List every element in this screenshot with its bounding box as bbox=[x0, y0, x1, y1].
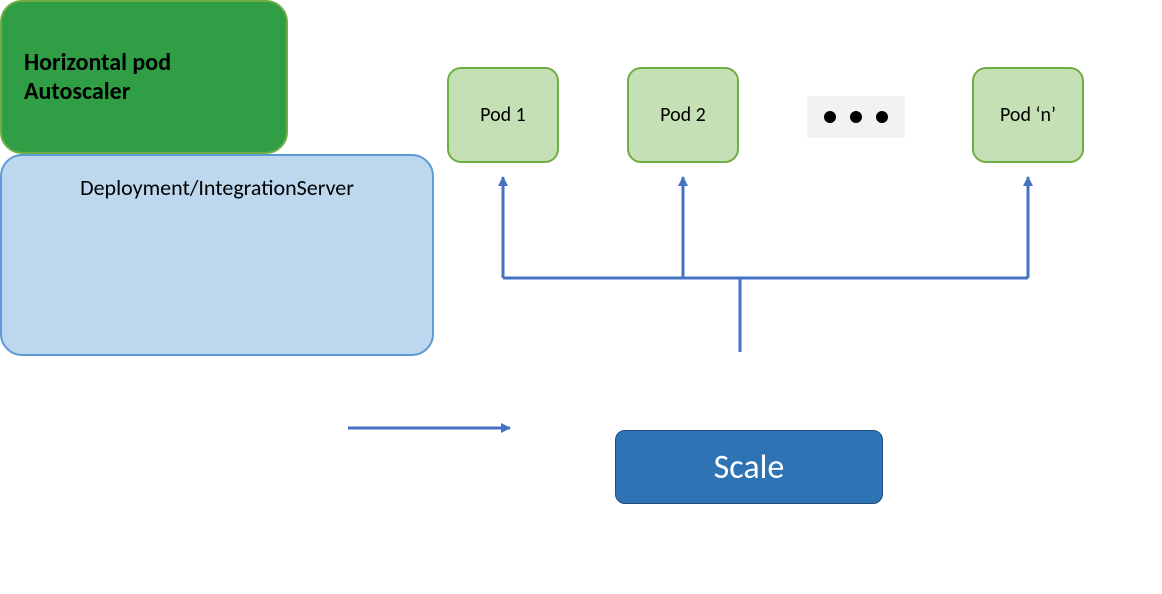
pod-n-label: Pod ‘n’ bbox=[1000, 103, 1056, 127]
ellipsis-dot bbox=[876, 111, 888, 123]
hpa-label-line2: Autoscaler bbox=[24, 77, 130, 106]
deployment-label: Deployment/IntegrationServer bbox=[80, 174, 354, 201]
ellipsis-dot bbox=[824, 111, 836, 123]
pod-n-node: Pod ‘n’ bbox=[972, 67, 1084, 163]
pod-2-label: Pod 2 bbox=[660, 103, 706, 127]
scale-label: Scale bbox=[714, 447, 785, 488]
ellipsis-box bbox=[807, 96, 905, 138]
horizontal-pod-autoscaler-node: Horizontal pod Autoscaler bbox=[0, 0, 288, 154]
ellipsis-dot bbox=[850, 111, 862, 123]
pod-1-label: Pod 1 bbox=[480, 103, 526, 127]
pod-1-node: Pod 1 bbox=[447, 67, 559, 163]
scale-node: Scale bbox=[615, 430, 883, 504]
deployment-node: Deployment/IntegrationServer bbox=[0, 154, 434, 356]
pod-2-node: Pod 2 bbox=[627, 67, 739, 163]
hpa-label-line1: Horizontal pod bbox=[24, 48, 171, 77]
